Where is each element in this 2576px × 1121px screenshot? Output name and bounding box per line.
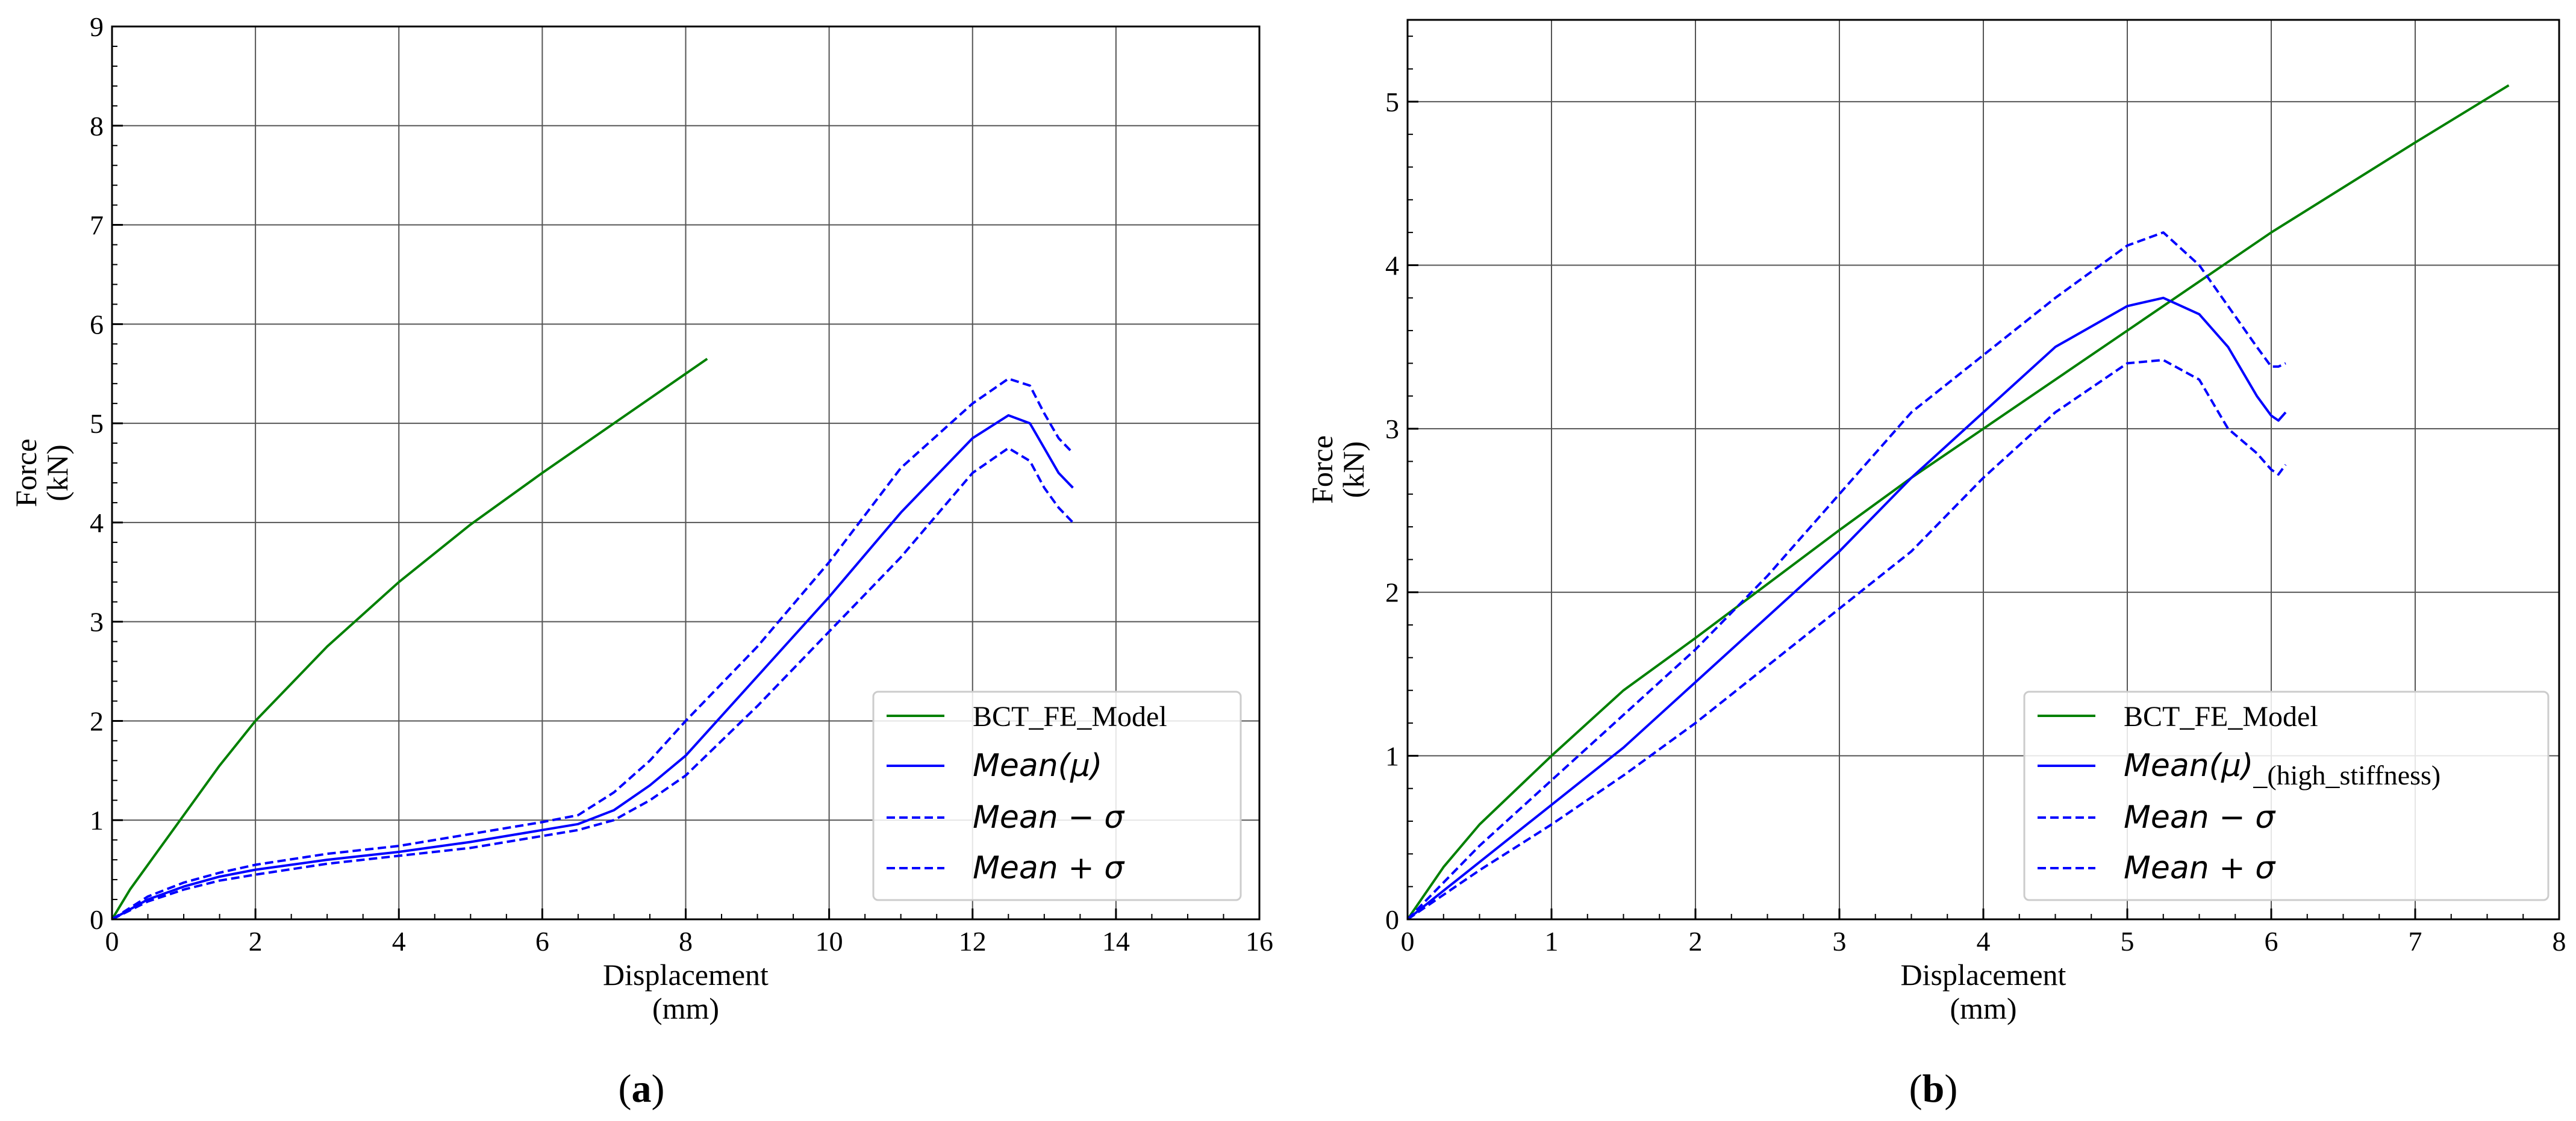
y-tick-label: 9 <box>90 11 104 42</box>
legend-label-3: Mean + σ <box>2124 850 2276 886</box>
x-tick-label: 12 <box>959 926 987 957</box>
x-tick-label: 7 <box>2409 926 2422 957</box>
plot-frame <box>111 25 1261 921</box>
series-line-0 <box>1406 84 2510 921</box>
y-tick-label: 6 <box>90 309 104 340</box>
y-tick-label: 3 <box>90 607 104 638</box>
x-axis-label: Displacement <box>1901 958 2066 992</box>
y-axis-label: Force <box>9 439 43 508</box>
x-tick-label: 3 <box>1833 926 1847 957</box>
y-tick-label: 4 <box>90 508 104 538</box>
series-line-1 <box>1406 296 2287 921</box>
x-axis-unit: (mm) <box>1950 992 2016 1025</box>
y-tick-label: 2 <box>90 706 104 736</box>
y-tick-label: 1 <box>1385 741 1399 771</box>
x-tick-label: 1 <box>1545 926 1559 957</box>
y-tick-label: 3 <box>1385 414 1399 444</box>
x-tick-label: 0 <box>1401 926 1415 957</box>
x-tick-label: 0 <box>105 926 119 957</box>
x-tick-label: 2 <box>1689 926 1703 957</box>
legend-label-3: Mean + σ <box>973 850 1125 886</box>
panel-label: (a) <box>619 1067 665 1111</box>
legend-label-0: BCT_FE_Model <box>973 701 1167 733</box>
x-tick-label: 10 <box>816 926 843 957</box>
x-tick-label: 2 <box>249 926 263 957</box>
x-tick-label: 8 <box>2553 926 2566 957</box>
legend-label-2: Mean − σ <box>973 800 1125 836</box>
y-tick-label: 1 <box>90 805 104 836</box>
y-tick-label: 5 <box>90 408 104 439</box>
series-line-0 <box>111 358 708 921</box>
x-tick-label: 5 <box>2121 926 2135 957</box>
x-axis-unit: (mm) <box>652 992 719 1025</box>
series-line-3 <box>1406 231 2286 921</box>
x-tick-label: 6 <box>2265 926 2278 957</box>
y-axis-unit: (kN) <box>40 444 74 501</box>
chart-panel-a: 0 2 4 6 8 10 12 14 160123456789Displacement(mm)F… <box>9 11 1273 1111</box>
x-tick-label: 16 <box>1246 926 1273 957</box>
chart-panel-b: 0 1 2 3 4 5 6 7 8 0 1 2 3 4 5 Displacement(mm) Force(kN)… <box>1305 19 2566 1111</box>
x-tick-label: 14 <box>1102 926 1130 957</box>
x-axis-label: Displacement <box>603 958 769 992</box>
y-axis-unit: (kN) <box>1336 441 1370 498</box>
x-tick-label: 6 <box>535 926 549 957</box>
series-line-2 <box>111 447 1074 921</box>
y-tick-label: 0 <box>1385 904 1399 935</box>
x-tick-label: 4 <box>1977 926 1991 957</box>
x-tick-label: 8 <box>679 926 693 957</box>
series-line-3 <box>111 377 1074 921</box>
panel-label: (b) <box>1909 1067 1958 1111</box>
series-line-1 <box>111 414 1074 921</box>
series-line-2 <box>1406 359 2287 921</box>
legend-box <box>872 691 1242 901</box>
legend-label-0: BCT_FE_Model <box>2124 701 2318 733</box>
legend-label-suffix: _(high_stiffness) <box>2253 760 2440 790</box>
y-axis-label: Force <box>1305 435 1339 504</box>
y-tick-label: 2 <box>1385 577 1399 608</box>
plot-frame <box>1406 19 2560 921</box>
y-tick-label: 4 <box>1385 250 1399 281</box>
y-tick-label: 8 <box>90 111 104 141</box>
x-tick-label: 4 <box>392 926 406 957</box>
legend-label-1: Mean(μ) <box>973 748 1102 784</box>
legend-box <box>2023 691 2549 901</box>
y-tick-label: 5 <box>1385 87 1399 117</box>
legend-label-2: Mean − σ <box>2124 800 2276 836</box>
y-tick-label: 0 <box>90 904 104 935</box>
y-tick-label: 7 <box>90 210 104 241</box>
